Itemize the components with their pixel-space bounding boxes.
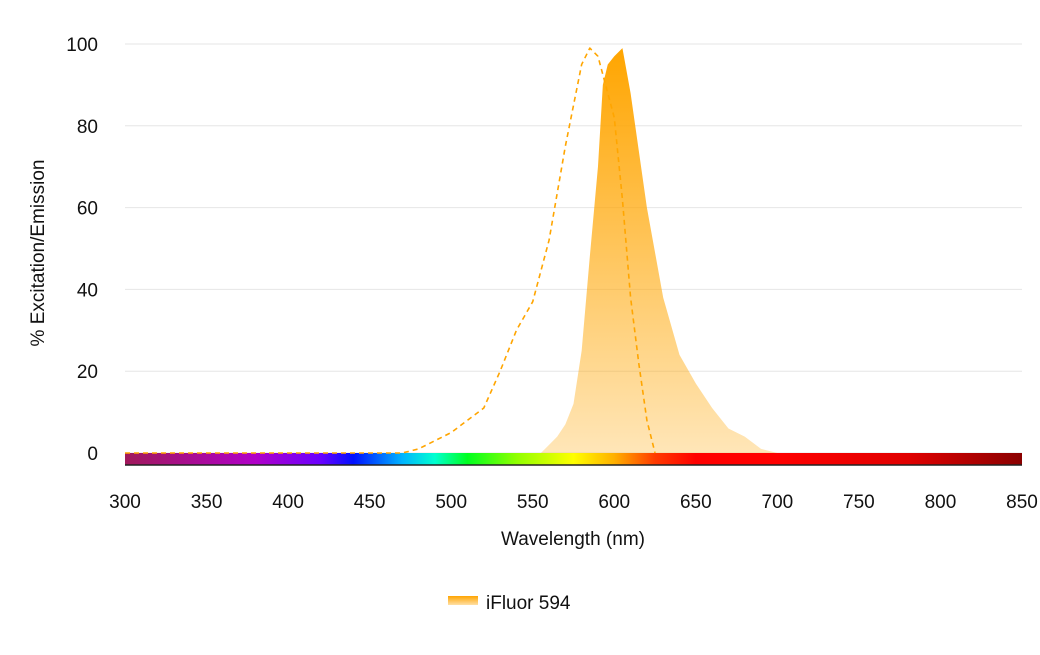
gridlines	[125, 43, 1022, 454]
y-tick-label: 40	[77, 280, 98, 301]
x-tick-label: 350	[191, 492, 223, 513]
x-tick-label: 850	[1006, 492, 1038, 513]
y-tick-label: 80	[77, 117, 98, 138]
x-tick-label: 600	[598, 492, 630, 513]
visible-spectrum-bar	[125, 453, 1022, 466]
x-tick-label: 450	[354, 492, 386, 513]
legend-swatch	[448, 596, 478, 605]
y-tick-label: 60	[77, 199, 98, 220]
y-tick-label: 20	[77, 362, 98, 383]
x-tick-labels: 300 350 400 450 500 550 600 650 700 750 800 850	[109, 492, 1038, 513]
x-axis-title: Wavelength (nm)	[501, 529, 645, 550]
y-tick-labels: 0 20 40 60 80 100	[66, 35, 98, 465]
y-tick-label: 100	[66, 35, 98, 56]
spectrum-gradient-bar	[125, 453, 1022, 465]
legend[interactable]: iFluor 594	[448, 593, 571, 614]
y-axis-title: % Excitation/Emission	[28, 160, 49, 347]
x-tick-label: 800	[925, 492, 957, 513]
excitation-line	[125, 47, 656, 454]
excitation-line-ifluor-594	[125, 47, 656, 454]
x-tick-label: 300	[109, 492, 141, 513]
x-tick-label: 500	[435, 492, 467, 513]
x-tick-label: 750	[843, 492, 875, 513]
x-tick-label: 550	[517, 492, 549, 513]
emission-area	[540, 48, 778, 454]
y-tick-label: 0	[87, 444, 98, 465]
x-tick-label: 700	[762, 492, 794, 513]
x-tick-label: 400	[272, 492, 304, 513]
legend-label-ifluor-594: iFluor 594	[486, 593, 571, 614]
emission-area-ifluor-594	[540, 48, 778, 454]
x-tick-label: 650	[680, 492, 712, 513]
